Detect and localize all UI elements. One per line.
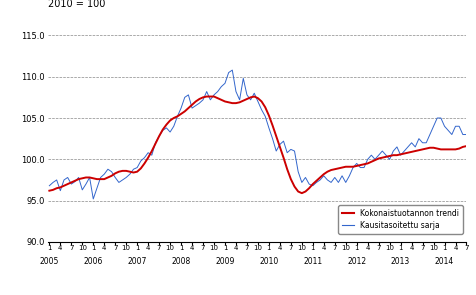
Text: 2010 = 100: 2010 = 100	[48, 0, 105, 9]
Legend: Kokonaistuotannon trendi, Kausitasoitettu sarja: Kokonaistuotannon trendi, Kausitasoitett…	[338, 205, 463, 234]
